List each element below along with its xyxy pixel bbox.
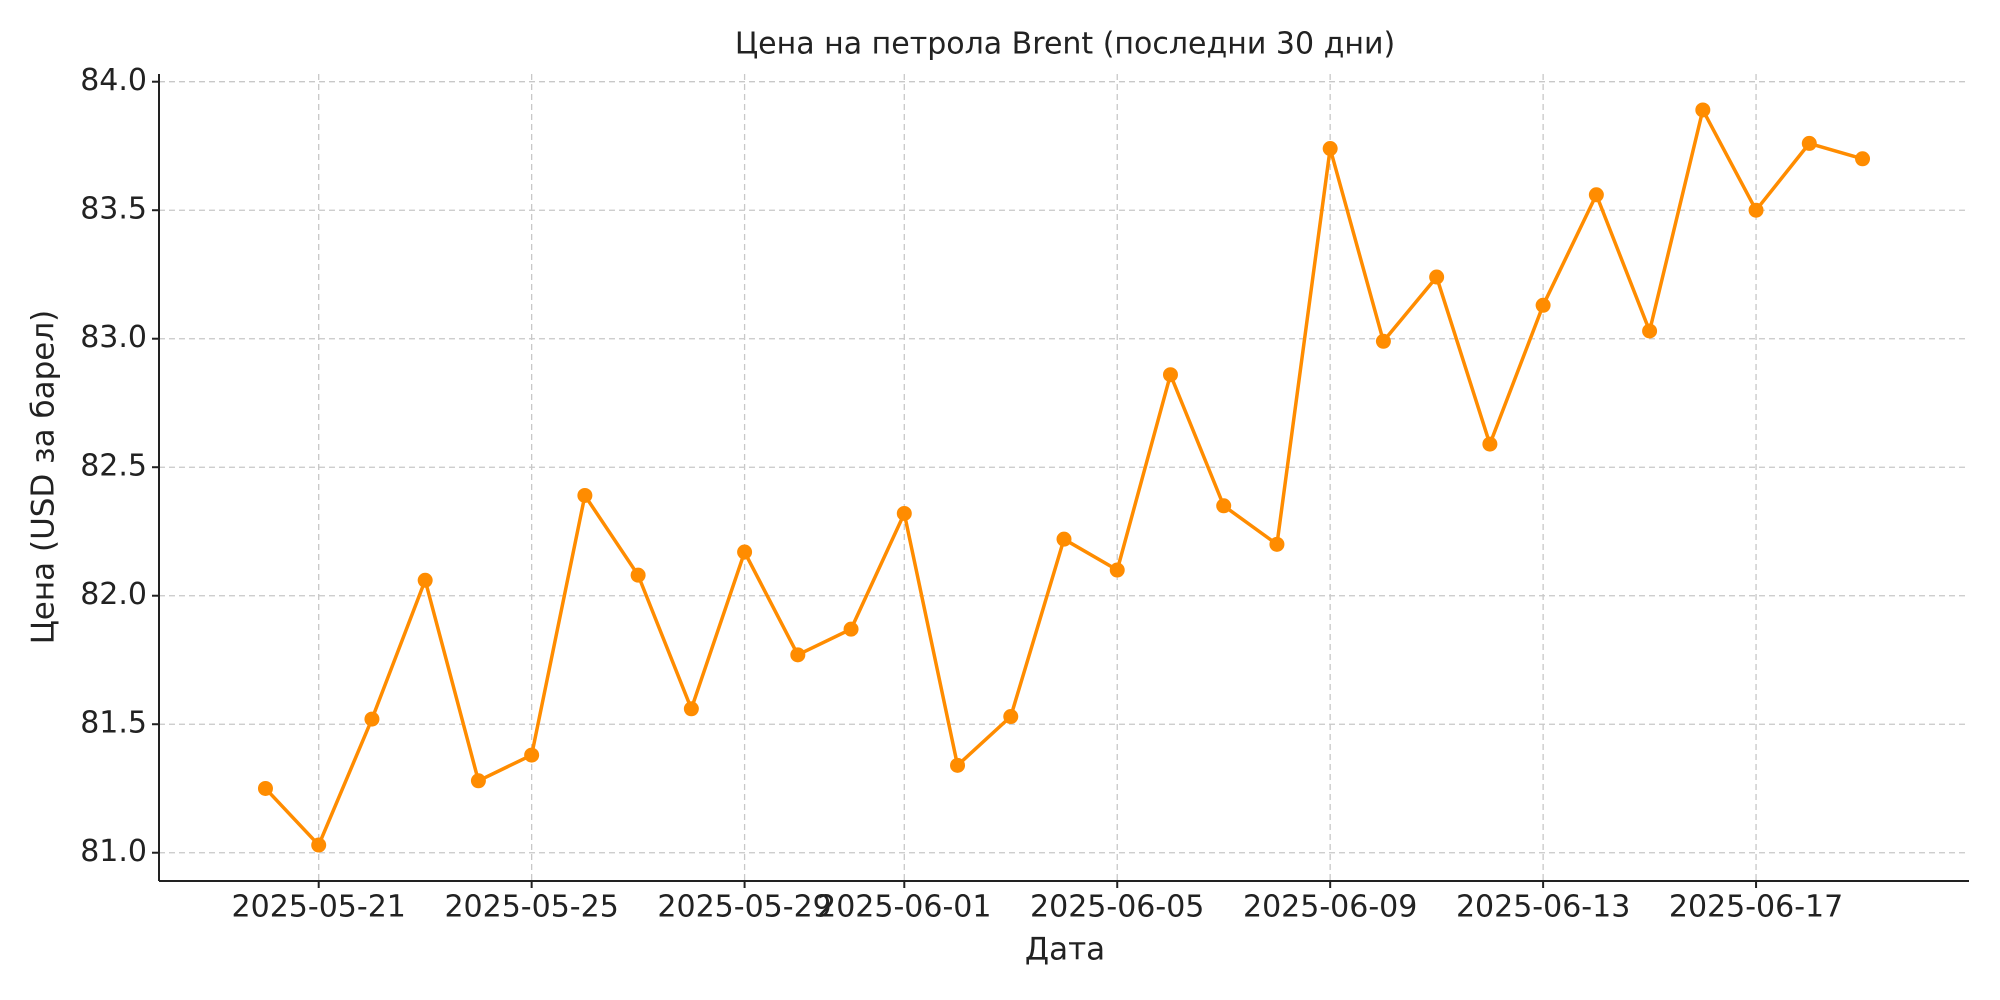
data-point — [1109, 562, 1125, 578]
data-point — [1855, 151, 1871, 167]
data-point — [1269, 536, 1285, 552]
data-point — [1535, 297, 1551, 313]
data-point — [1216, 498, 1232, 514]
data-point — [950, 757, 966, 773]
chart-title: Цена на петрола Brent (последни 30 дни) — [735, 27, 1395, 62]
data-point — [311, 837, 327, 853]
data-point — [1162, 367, 1178, 383]
data-point — [737, 544, 753, 560]
y-tick-label: 83.5 — [80, 192, 147, 227]
data-point — [470, 773, 486, 789]
x-tick-label: 2025-05-29 — [657, 890, 831, 925]
data-point — [1056, 531, 1072, 547]
data-point — [364, 711, 380, 727]
data-point — [790, 647, 806, 663]
data-point — [1588, 187, 1604, 203]
data-point — [1003, 709, 1019, 725]
data-point — [1695, 102, 1711, 118]
price-line — [264, 108, 1864, 847]
data-point — [1322, 141, 1338, 157]
x-tick-label: 2025-06-01 — [817, 890, 991, 925]
x-tick-label: 2025-06-09 — [1243, 890, 1417, 925]
data-point — [417, 572, 433, 588]
y-tick-label: 82.5 — [80, 449, 147, 484]
data-point — [1748, 202, 1764, 218]
x-axis-label: Дата — [1025, 932, 1105, 968]
data-point — [683, 701, 699, 717]
data-point — [1642, 323, 1658, 339]
y-axis-label: Цена (USD за барел) — [26, 310, 62, 645]
data-point — [1429, 269, 1445, 285]
data-point — [896, 505, 912, 521]
data-point — [1482, 436, 1498, 452]
y-tick-label: 81.5 — [80, 706, 147, 741]
data-point — [1375, 333, 1391, 349]
data-point — [843, 621, 859, 637]
y-tick-label: 84.0 — [80, 63, 147, 98]
y-tick-label: 81.0 — [80, 834, 147, 869]
x-tick-label: 2025-06-05 — [1030, 890, 1204, 925]
y-tick-label: 83.0 — [80, 320, 147, 355]
data-point — [630, 567, 646, 583]
data-point — [524, 747, 540, 763]
x-tick-label: 2025-06-13 — [1456, 890, 1630, 925]
x-tick-label: 2025-06-17 — [1669, 890, 1843, 925]
y-tick-label: 82.0 — [80, 577, 147, 612]
x-tick-label: 2025-05-25 — [444, 890, 618, 925]
data-point — [1801, 135, 1817, 151]
data-point — [577, 487, 593, 503]
data-point — [257, 780, 273, 796]
x-tick-label: 2025-05-21 — [232, 890, 406, 925]
